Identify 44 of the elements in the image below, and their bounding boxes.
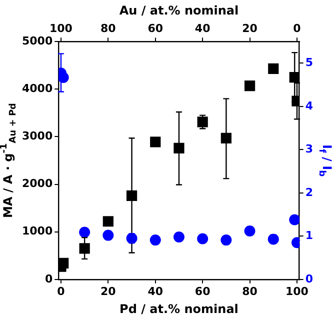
y2-tick-label: 4 (305, 99, 314, 112)
x2-tick-label: 60 (148, 22, 164, 35)
x-tick-label: 80 (242, 284, 258, 298)
point (102, 216, 114, 227)
y2-tick-label: 3 (305, 142, 313, 156)
x-tick-label: 20 (100, 284, 116, 298)
x-axis-title: Pd / at.% nominal (120, 302, 238, 316)
y2-axis-title: If / Ib (316, 144, 334, 178)
y-tick-label: 1000 (22, 224, 53, 238)
x2-tick-label: 20 (242, 22, 258, 35)
point (58, 72, 69, 83)
point (150, 234, 161, 246)
point (79, 243, 90, 254)
y-tick-label: 3000 (22, 130, 53, 143)
x2-tick-label: 40 (194, 22, 211, 35)
point (58, 258, 69, 269)
x-tick-label: 0 (57, 284, 66, 298)
y-tick-label: 4000 (22, 82, 53, 96)
x2-axis-title: Au / at.% nominal (119, 3, 239, 18)
point (174, 142, 184, 154)
x-tick-label: 60 (194, 284, 211, 298)
point (197, 233, 208, 244)
y-tick-label: 2000 (22, 177, 53, 190)
y-tick-label: 5000 (22, 34, 53, 48)
point (268, 63, 279, 74)
y2-tick-label: 1 (305, 229, 313, 242)
x2-tick-label: 100 (49, 22, 73, 35)
x2-tick-label: 80 (100, 22, 116, 35)
y-axis-title: MA / A · g-1Au + Pd (0, 103, 18, 218)
point (173, 232, 184, 243)
y-tick-label: 0 (44, 272, 53, 286)
point (289, 214, 300, 226)
y2-tick-label: 0 (305, 272, 314, 286)
y2-tick-label: 2 (305, 186, 313, 199)
point (102, 230, 114, 241)
point (150, 136, 161, 148)
point (244, 225, 256, 236)
x-tick-label: 100 (286, 284, 309, 298)
point (220, 234, 232, 246)
y2-tick-label: 5 (305, 56, 313, 70)
x2-tick-label: 0 (293, 22, 302, 35)
x-tick-label: 40 (148, 284, 164, 298)
point (244, 80, 256, 92)
point (79, 226, 90, 238)
